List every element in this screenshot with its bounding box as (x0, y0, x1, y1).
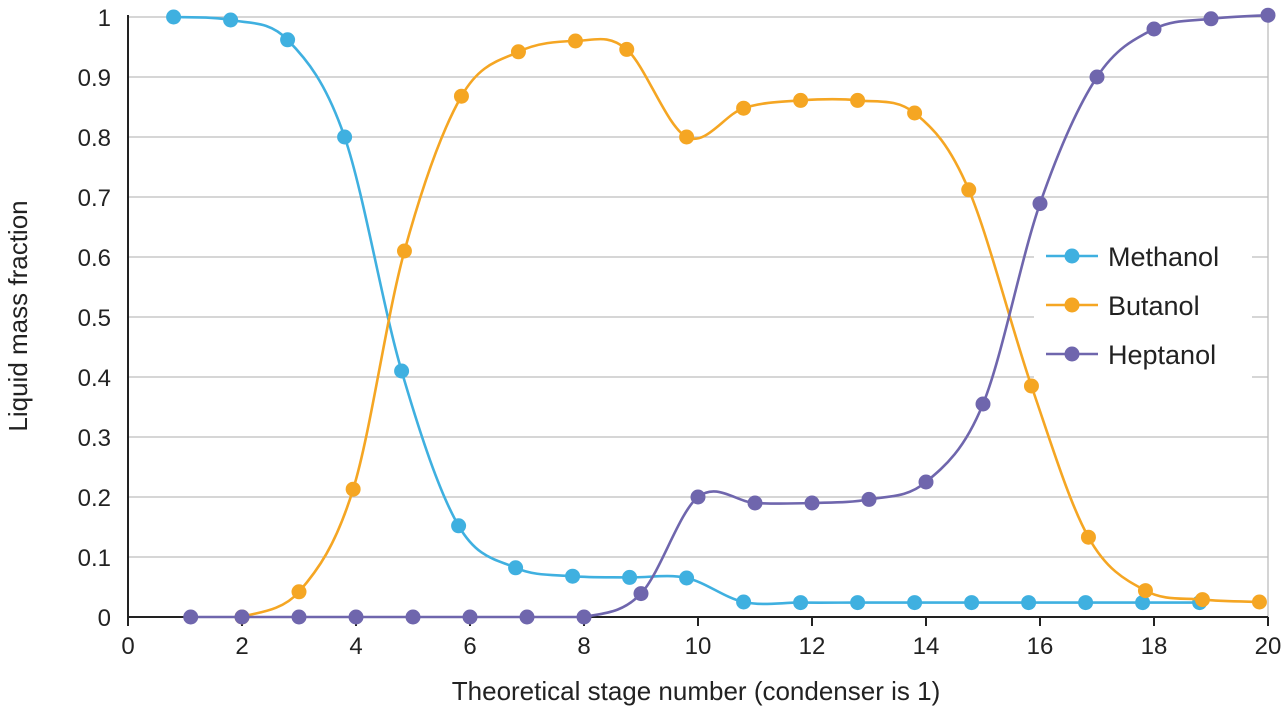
heptanol-series (183, 7, 1276, 625)
heptanol-point (1260, 7, 1276, 23)
legend: Methanol Butanol Heptanol (1034, 232, 1252, 378)
heptanol-point (1032, 196, 1048, 212)
y-axis-title: Liquid mass fraction (3, 200, 33, 431)
butanol-point (736, 100, 752, 116)
x-tick-label: 8 (577, 633, 590, 660)
butanol-line (241, 37, 1260, 619)
y-tick-label: 0 (98, 605, 111, 632)
y-tick-label: 0.8 (78, 125, 111, 152)
butanol-point (619, 41, 635, 57)
y-tick-label: 0.6 (78, 245, 111, 272)
butanol-point (396, 243, 412, 259)
butanol-point (1023, 378, 1039, 394)
methanol-point (394, 363, 410, 379)
butanol-point (961, 182, 977, 198)
y-tick-label: 0.2 (78, 485, 111, 512)
butanol-point (291, 584, 307, 600)
heptanol-point (918, 474, 934, 490)
butanol-point (510, 44, 526, 60)
series-layer (166, 7, 1276, 625)
y-tick-label: 0.3 (78, 425, 111, 452)
x-tick-label: 14 (913, 633, 940, 660)
butanol-point (850, 92, 866, 108)
butanol-point (567, 33, 583, 49)
methanol-point (1021, 595, 1037, 611)
heptanol-point (462, 609, 478, 625)
x-tick-label: 16 (1027, 633, 1054, 660)
x-axis-title: Theoretical stage number (condenser is 1… (452, 676, 940, 706)
butanol-point (679, 129, 695, 145)
x-tick-label: 20 (1255, 633, 1281, 660)
y-tick-label: 0.4 (78, 365, 111, 392)
heptanol-legend-marker (1064, 346, 1080, 362)
x-tick-label: 2 (235, 633, 248, 660)
butanol-point (793, 92, 809, 108)
butanol-point (453, 88, 469, 104)
methanol-point (964, 595, 980, 611)
methanol-point (793, 595, 809, 611)
methanol-point (565, 568, 581, 584)
y-tick-label: 1 (98, 5, 111, 32)
heptanol-point (861, 491, 877, 507)
heptanol-point (633, 586, 649, 602)
butanol-series (234, 33, 1267, 625)
methanol-point (907, 595, 923, 611)
butanol-point (907, 105, 923, 121)
methanol-legend-label: Methanol (1108, 242, 1219, 272)
methanol-point (1078, 595, 1094, 611)
heptanol-point (747, 495, 763, 511)
heptanol-point (975, 396, 991, 412)
heptanol-legend-label: Heptanol (1108, 340, 1216, 370)
heptanol-point (234, 609, 250, 625)
methanol-legend-marker (1064, 248, 1080, 264)
methanol-point (280, 32, 296, 48)
heptanol-point (1146, 21, 1162, 37)
tick-labels: 00.10.20.30.40.50.60.70.80.910 2 4 6 8 10 12 14… (78, 5, 1281, 660)
x-tick-label: 18 (1141, 633, 1168, 660)
x-tick-label: 0 (121, 633, 134, 660)
methanol-point (850, 595, 866, 611)
methanol-series (166, 9, 1208, 611)
x-tick-label: 4 (349, 633, 362, 660)
butanol-legend-marker (1064, 297, 1080, 313)
butanol-point (1137, 583, 1153, 599)
y-tick-label: 0.5 (78, 305, 111, 332)
heptanol-point (804, 495, 820, 511)
butanol-point (1194, 592, 1210, 608)
heptanol-point (576, 609, 592, 625)
x-tick-label: 12 (799, 633, 826, 660)
methanol-point (1135, 595, 1151, 611)
butanol-point (1251, 594, 1267, 610)
x-tick-label: 6 (463, 633, 476, 660)
methanol-point (337, 129, 353, 145)
heptanol-point (519, 609, 535, 625)
heptanol-point (1089, 69, 1105, 85)
methanol-point (166, 9, 182, 25)
methanol-point (679, 570, 695, 586)
heptanol-point (348, 609, 364, 625)
methanol-point (508, 560, 524, 576)
butanol-point (1080, 529, 1096, 545)
butanol-legend-label: Butanol (1108, 291, 1200, 321)
heptanol-point (1203, 11, 1219, 27)
butanol-point (345, 481, 361, 497)
heptanol-point (405, 609, 421, 625)
grid-lines (128, 16, 1269, 617)
heptanol-point (690, 489, 706, 505)
x-tick-label: 10 (685, 633, 712, 660)
y-tick-label: 0.1 (78, 545, 111, 572)
methanol-point (622, 569, 638, 585)
methanol-point (451, 518, 467, 534)
heptanol-point (183, 609, 199, 625)
methanol-point (736, 594, 752, 610)
y-tick-label: 0.7 (78, 185, 111, 212)
y-tick-label: 0.9 (78, 65, 111, 92)
heptanol-point (291, 609, 307, 625)
methanol-point (223, 12, 239, 28)
